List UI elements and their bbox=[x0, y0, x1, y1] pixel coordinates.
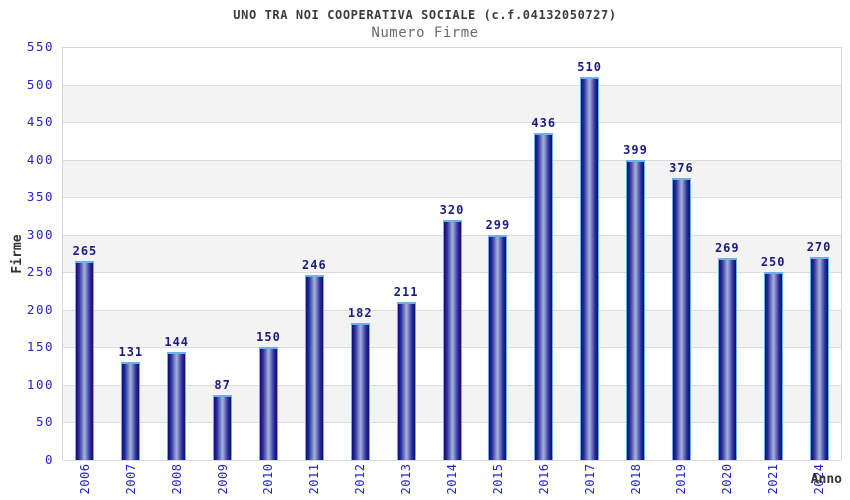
y-tick-label: 450 bbox=[26, 114, 54, 130]
bar bbox=[121, 362, 141, 460]
bar-value-label: 250 bbox=[760, 255, 786, 269]
grid-band bbox=[63, 48, 841, 86]
bar bbox=[396, 302, 416, 460]
x-tick-label: 2014 bbox=[445, 463, 459, 495]
x-tick-label: 2018 bbox=[628, 463, 643, 495]
bar-value-label: 269 bbox=[714, 241, 740, 255]
y-tick-label: 50 bbox=[35, 414, 54, 430]
bar bbox=[167, 352, 187, 460]
bar bbox=[304, 275, 324, 460]
bar bbox=[213, 395, 233, 460]
x-tick-label: 2009 bbox=[215, 463, 230, 495]
x-tick-label: 2007 bbox=[123, 463, 138, 495]
bar-value-label: 299 bbox=[485, 218, 511, 232]
y-tick-label: 200 bbox=[26, 301, 54, 317]
bar bbox=[442, 220, 462, 460]
bar-value-label: 320 bbox=[439, 203, 465, 217]
bar-value-label: 510 bbox=[577, 60, 602, 74]
x-tick-label: 2016 bbox=[536, 463, 551, 495]
x-tick-label: 2010 bbox=[261, 463, 276, 495]
bar bbox=[488, 235, 508, 460]
x-axis-title: Anno bbox=[810, 472, 842, 487]
y-tick-label: 350 bbox=[26, 189, 54, 205]
bar-value-label: 436 bbox=[531, 116, 557, 130]
bar bbox=[717, 258, 737, 460]
y-tick-label: 100 bbox=[26, 376, 54, 392]
x-tick-label: 2020 bbox=[720, 463, 735, 495]
x-tick-label: 2006 bbox=[77, 463, 92, 495]
bar bbox=[534, 133, 554, 460]
bar-value-label: 376 bbox=[669, 161, 694, 175]
bar bbox=[763, 272, 783, 460]
bar-value-label: 270 bbox=[806, 240, 832, 254]
y-tick-label: 250 bbox=[26, 264, 54, 280]
grid-band bbox=[63, 123, 841, 161]
y-tick-label: 550 bbox=[26, 39, 54, 54]
chart-subtitle: Numero Firme bbox=[371, 25, 479, 41]
bar bbox=[809, 257, 829, 460]
y-tick-label: 0 bbox=[44, 452, 54, 467]
bar-value-label: 182 bbox=[347, 306, 373, 320]
bar bbox=[350, 323, 370, 460]
x-tick-label: 2021 bbox=[766, 463, 781, 495]
chart-title: UNO TRA NOI COOPERATIVA SOCIALE (c.f.041… bbox=[233, 8, 617, 22]
bar-value-label: 246 bbox=[302, 258, 327, 272]
bar-value-label: 87 bbox=[214, 378, 231, 392]
y-tick-label: 150 bbox=[26, 339, 54, 355]
y-tick-label: 400 bbox=[26, 151, 54, 167]
bar bbox=[626, 160, 646, 460]
x-tick-label: 2011 bbox=[307, 463, 322, 495]
grid-band bbox=[63, 160, 841, 199]
bar bbox=[258, 347, 278, 460]
bar bbox=[671, 178, 691, 460]
bar bbox=[75, 261, 95, 460]
bar-value-label: 131 bbox=[118, 345, 144, 359]
bar-value-label: 399 bbox=[623, 143, 648, 157]
y-tick-label: 300 bbox=[26, 226, 54, 242]
bar-value-label: 211 bbox=[393, 285, 419, 299]
y-tick-label: 500 bbox=[26, 76, 54, 92]
y-axis-title: Firme bbox=[10, 234, 25, 274]
bar bbox=[580, 77, 600, 460]
x-tick-label: 2008 bbox=[169, 463, 184, 495]
x-tick-label: 2012 bbox=[353, 463, 368, 495]
x-tick-label: 2015 bbox=[490, 463, 505, 495]
x-tick-label: 2013 bbox=[399, 463, 414, 495]
bar-value-label: 150 bbox=[256, 330, 281, 344]
bar-value-label: 265 bbox=[72, 244, 98, 258]
bar-value-label: 144 bbox=[164, 335, 190, 349]
grid-band bbox=[63, 85, 841, 124]
x-tick-label: 2017 bbox=[582, 463, 597, 495]
x-tick-label: 2019 bbox=[674, 463, 689, 495]
